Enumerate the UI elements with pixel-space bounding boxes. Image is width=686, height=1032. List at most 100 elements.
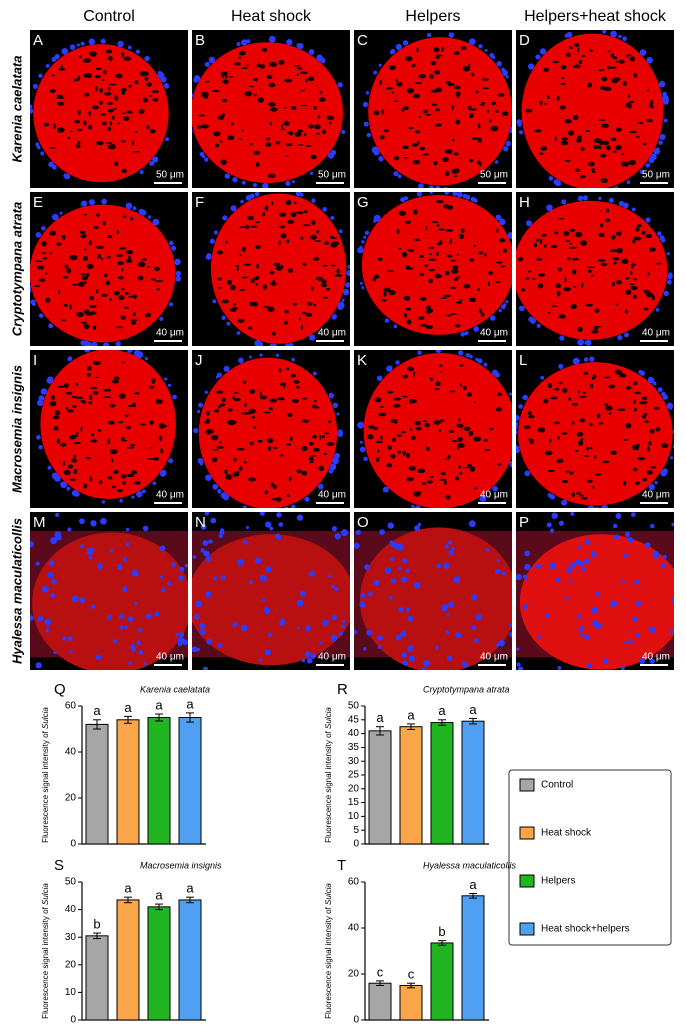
cell-gap (418, 316, 425, 321)
cell-gap (250, 278, 255, 284)
nucleus (279, 620, 285, 626)
cell-gap (614, 369, 623, 375)
panel-letter: Q (54, 681, 66, 698)
nucleus (447, 655, 453, 662)
nucleus (24, 277, 29, 282)
nucleus (362, 647, 367, 651)
cell-gap (100, 257, 103, 261)
cell-gap (321, 434, 325, 439)
cell-gap (557, 436, 560, 440)
nucleus (312, 371, 317, 376)
cell-gap (206, 410, 210, 416)
cell-gap (606, 64, 609, 70)
nucleus (494, 372, 500, 378)
nucleus (669, 406, 673, 410)
significance-letter: a (124, 700, 132, 715)
cell-gap (429, 74, 434, 79)
nucleus (91, 341, 98, 346)
nucleus (503, 303, 507, 307)
nucleus (483, 362, 488, 367)
cell-gap (481, 78, 490, 81)
cell-gap (250, 142, 253, 146)
cell-gap (601, 76, 608, 82)
nucleus (657, 231, 662, 236)
cell-gap (117, 420, 124, 424)
nucleus (182, 639, 188, 646)
cell-gap (326, 442, 335, 447)
legend-label: Control (541, 780, 573, 791)
cell-gap (562, 387, 568, 394)
cell-gap (469, 108, 477, 111)
nucleus (196, 647, 200, 652)
cell-gap (38, 278, 46, 283)
cell-gap (647, 272, 650, 276)
nucleus (414, 525, 421, 532)
y-axis-label-italic: Sulcia (324, 883, 333, 905)
cell-gap (436, 242, 441, 246)
cell-gap (303, 133, 307, 136)
cell-gap (95, 213, 100, 217)
cell-gap (73, 442, 81, 445)
nucleus (464, 330, 469, 336)
cell-gap (469, 258, 475, 262)
nucleus (175, 276, 181, 282)
cell-gap (56, 438, 60, 445)
cell-gap (124, 292, 129, 295)
nucleus (220, 575, 226, 580)
cell-gap (406, 477, 414, 482)
cell-gap (489, 427, 494, 431)
nucleus (51, 213, 59, 221)
cell-gap (398, 210, 407, 216)
cell-gap (91, 432, 95, 437)
micrograph-content (192, 192, 350, 346)
cell-gap (634, 391, 642, 395)
cell-gap (615, 60, 619, 63)
cell-gap (73, 78, 79, 82)
cell-gap (316, 230, 320, 234)
cell-gap (257, 439, 263, 443)
cell-gap (83, 323, 90, 330)
cell-gap (564, 118, 572, 124)
cell-gap (308, 124, 314, 129)
cell-gap (598, 232, 605, 238)
nucleus (516, 415, 520, 421)
cell-gap (563, 230, 570, 237)
nucleus (389, 50, 394, 55)
cell-gap (70, 130, 73, 133)
cell-gap (605, 405, 613, 411)
nucleus (451, 546, 455, 551)
nucleus (192, 646, 198, 653)
nucleus (330, 634, 338, 642)
cell-gap (571, 421, 575, 425)
cell-gap (149, 447, 152, 449)
cell-gap (238, 56, 242, 60)
nucleus (497, 215, 502, 221)
significance-letter: a (186, 881, 194, 896)
cell-gap (296, 73, 299, 77)
nucleus (125, 202, 133, 210)
nucleus (524, 550, 530, 557)
cell-gap (238, 466, 243, 471)
cell-gap (302, 397, 308, 400)
nucleus (79, 518, 85, 525)
cell-gap (426, 308, 434, 313)
cell-gap (105, 280, 110, 286)
cell-gap (649, 103, 652, 108)
cell-gap (42, 256, 47, 260)
cell-gap (103, 396, 112, 399)
cell-gap (550, 244, 558, 249)
cell-gap (269, 107, 278, 112)
panel-letter: H (519, 194, 530, 211)
nucleus (342, 288, 350, 296)
nucleus (265, 566, 272, 573)
cell-gap (141, 258, 147, 261)
cell-gap (56, 94, 64, 98)
nucleus (648, 157, 655, 164)
cell-gap (278, 368, 282, 373)
nucleus (468, 520, 476, 528)
nucleus (277, 535, 282, 540)
cell-gap (488, 119, 493, 123)
cell-gap (578, 60, 583, 65)
cell-gap (400, 431, 406, 434)
scale-label: 50 μm (642, 170, 670, 181)
